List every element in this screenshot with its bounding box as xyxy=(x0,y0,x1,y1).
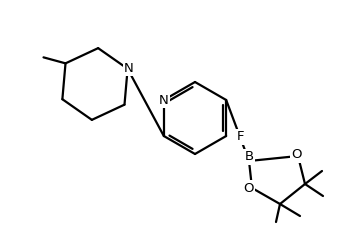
Text: N: N xyxy=(159,93,169,106)
Text: F: F xyxy=(237,131,244,143)
Text: N: N xyxy=(124,62,133,75)
Text: B: B xyxy=(244,151,253,164)
Text: O: O xyxy=(244,181,254,194)
Text: O: O xyxy=(291,148,301,161)
